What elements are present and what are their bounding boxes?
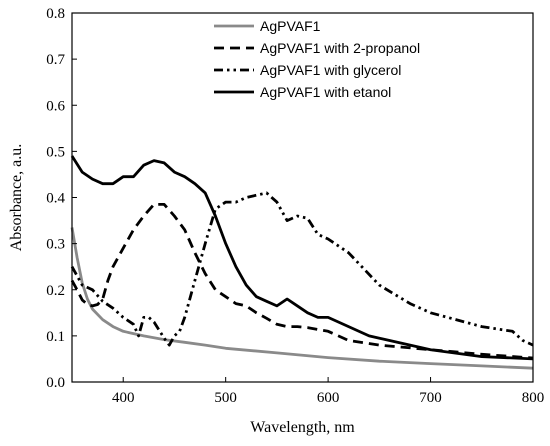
x-tick-label: 400 [112,390,135,406]
y-tick-label: 0.1 [46,329,65,345]
series-line-4 [70,155,534,361]
y-tick-label: 0.3 [46,237,65,253]
x-axis-title: Wavelength, nm [250,419,355,436]
y-tick-label: 0.5 [46,144,65,160]
x-tick-label: 600 [317,390,340,406]
legend-label: AgPVAF1 with etanol [260,84,391,100]
y-tick-label: 0.7 [46,52,65,68]
legend-label: AgPVAF1 [260,18,321,34]
x-axis: 400 500 600 700 800 [112,377,544,406]
y-axis-title: Absorbance, a.u. [8,144,25,252]
y-tick-label: 0.8 [46,6,65,22]
y-tick-label: 0.6 [46,98,65,114]
x-tick-label: 700 [419,390,442,406]
y-tick-label: 0.4 [46,191,65,207]
y-tick-label: 0.0 [46,375,65,391]
series-line-3 [70,191,534,347]
legend-label: AgPVAF1 with glycerol [260,62,401,78]
legend: AgPVAF1 AgPVAF1 with 2-propanol AgPVAF1 wi… [214,18,420,100]
plot-lines [70,155,534,370]
x-tick-label: 500 [214,390,237,406]
x-tick-label: 800 [522,390,545,406]
y-axis: 0.0 0.1 0.2 0.3 0.4 0.5 0.6 0.7 0.8 [46,6,77,391]
y-tick-label: 0.2 [46,283,65,299]
legend-label: AgPVAF1 with 2-propanol [260,40,420,56]
series-line-1 [70,227,534,370]
